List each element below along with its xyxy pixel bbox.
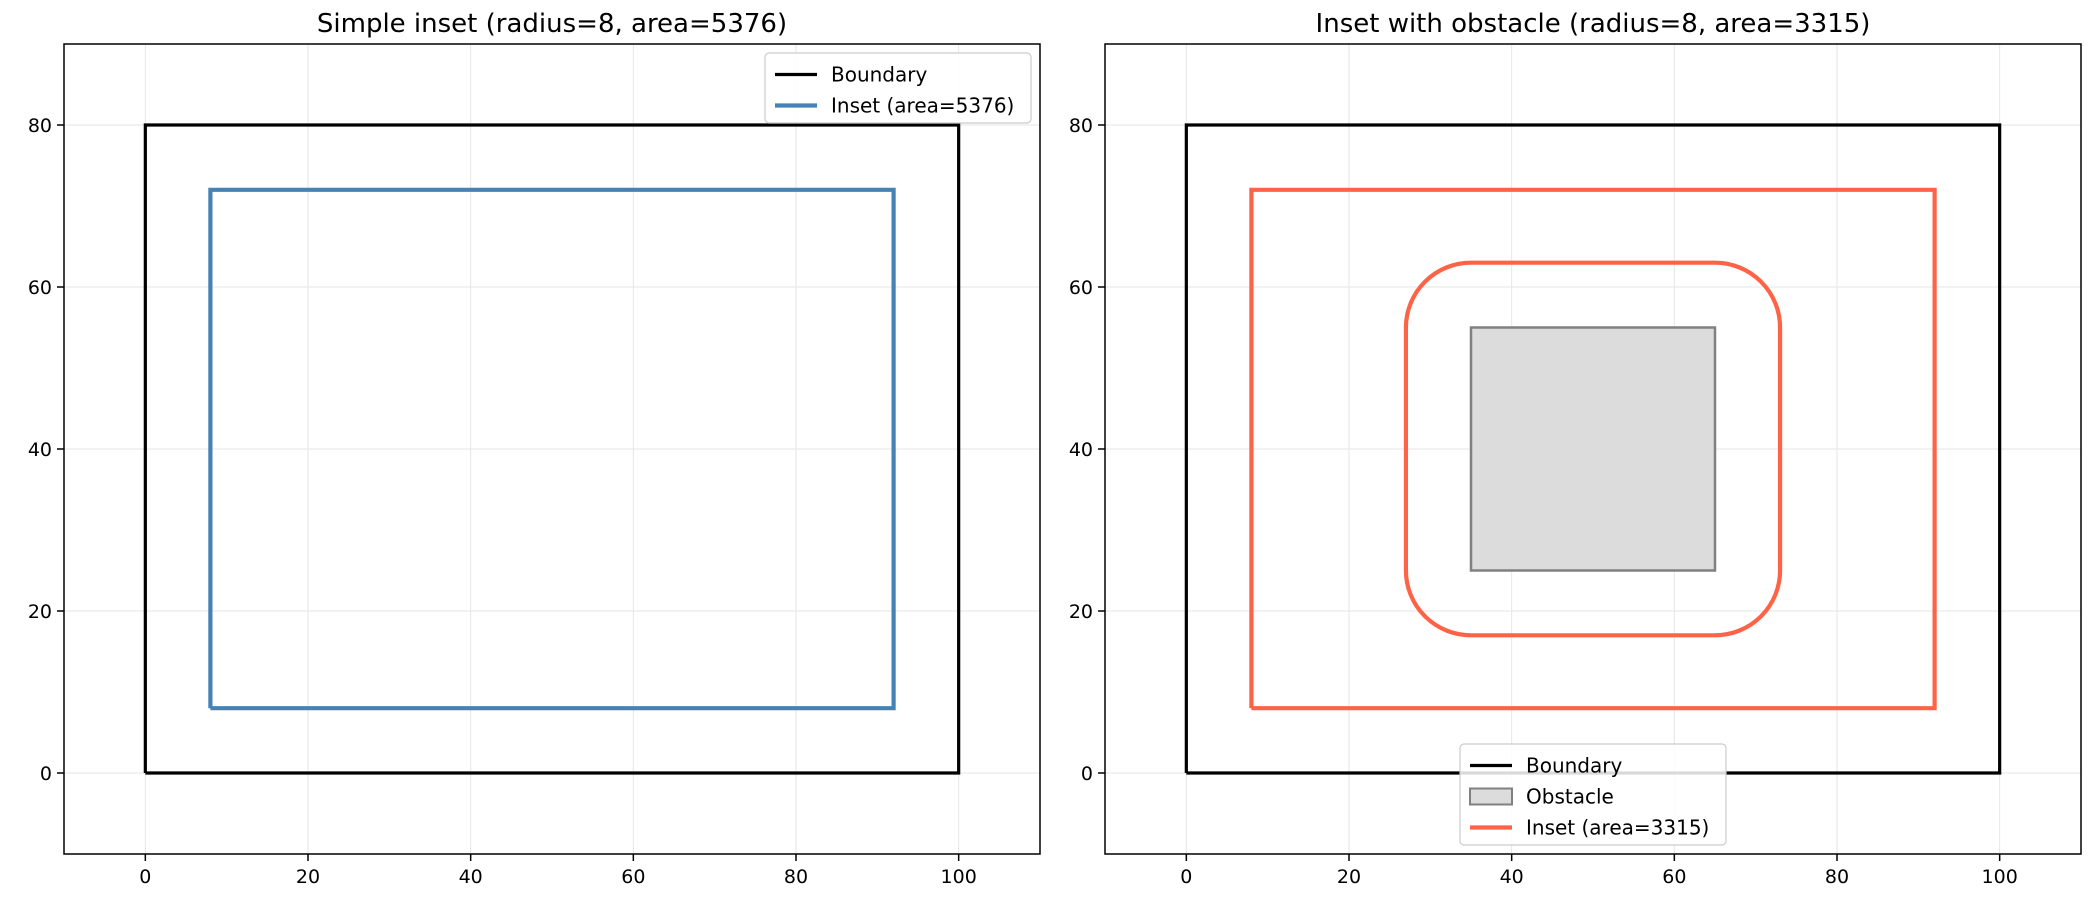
x-tick-label: 60 bbox=[621, 866, 645, 888]
x-tick-label: 20 bbox=[1337, 866, 1361, 888]
y-tick-label: 80 bbox=[1069, 115, 1093, 137]
x-tick-label: 80 bbox=[784, 866, 808, 888]
series-boundary-line bbox=[1184, 123, 2002, 775]
legend-label: Boundary bbox=[1526, 754, 1622, 778]
y-tick-label: 0 bbox=[1081, 763, 1093, 785]
chart-panel-1: Simple inset (radius=8, area=5376) 0 20 40 6… bbox=[28, 9, 1041, 888]
series-inset-hole-line bbox=[1403, 260, 1783, 638]
legend-label: Inset (area=5376) bbox=[831, 94, 1014, 118]
legend: Boundary Inset (area=5376) bbox=[764, 52, 1032, 124]
y-tick-label: 40 bbox=[28, 439, 52, 461]
x-tick-label: 40 bbox=[459, 866, 483, 888]
y-tick-label: 20 bbox=[1069, 601, 1093, 623]
legend-label: Obstacle bbox=[1526, 785, 1614, 809]
y-tick-label: 60 bbox=[28, 277, 52, 299]
chart-title: Inset with obstacle (radius=8, area=3315… bbox=[1316, 9, 1871, 39]
legend-box bbox=[764, 52, 1032, 124]
chart-title: Simple inset (radius=8, area=5376) bbox=[317, 9, 787, 39]
legend-box bbox=[1459, 743, 1727, 846]
y-tick-label: 0 bbox=[40, 763, 52, 785]
y-tick-label: 80 bbox=[28, 115, 52, 137]
y-tick-label: 40 bbox=[1069, 439, 1093, 461]
legend-swatch bbox=[1469, 787, 1513, 806]
legend-label: Boundary bbox=[831, 63, 927, 87]
y-tick-label: 60 bbox=[1069, 277, 1093, 299]
x-tick-label: 100 bbox=[1982, 866, 2018, 888]
series-inset-line bbox=[208, 187, 896, 711]
series-boundary-line bbox=[143, 123, 961, 775]
y-tick-label: 20 bbox=[28, 601, 52, 623]
x-tick-label: 40 bbox=[1500, 866, 1524, 888]
series-inset-line bbox=[1249, 187, 1937, 711]
chart-panel-2: Inset with obstacle (radius=8, area=3315… bbox=[1069, 9, 2082, 888]
x-tick-label: 100 bbox=[941, 866, 977, 888]
x-tick-label: 20 bbox=[296, 866, 320, 888]
legend: Boundary Obstacle Inset (area=3315) bbox=[1459, 743, 1727, 846]
legend-label: Inset (area=3315) bbox=[1526, 816, 1709, 840]
x-tick-label: 0 bbox=[1180, 866, 1192, 888]
x-tick-label: 80 bbox=[1825, 866, 1849, 888]
x-tick-label: 60 bbox=[1662, 866, 1686, 888]
x-tick-label: 0 bbox=[139, 866, 151, 888]
series-obstacle bbox=[1469, 326, 1717, 572]
